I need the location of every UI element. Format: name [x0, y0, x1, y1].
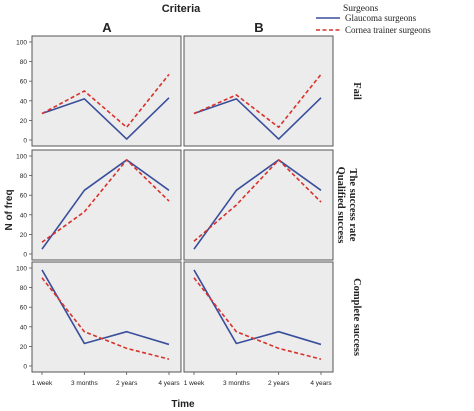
chart-title: Criteria	[162, 3, 201, 15]
y-tick-label: 20	[20, 232, 28, 239]
series-line-cornea	[41, 277, 170, 360]
column-label-a: A	[102, 20, 112, 35]
x-tick-label: 3 months	[71, 380, 98, 387]
series-line-glaucoma	[41, 269, 170, 346]
row-label: Complete success	[351, 278, 362, 356]
x-tick-label: 2 years	[268, 380, 290, 387]
x-tick-label: 4 years	[310, 380, 332, 387]
series-line-cornea	[41, 159, 170, 243]
panel-background	[183, 149, 334, 261]
series-line-cornea	[41, 73, 170, 129]
panel-background	[183, 35, 334, 147]
column-label-b: B	[254, 20, 263, 35]
row-label-line: The success rate	[347, 169, 358, 242]
x-tick-label: 3 months	[223, 380, 250, 387]
series-line-glaucoma	[41, 97, 170, 140]
y-tick-label: 80	[20, 173, 28, 180]
y-tick-label: 100	[16, 266, 27, 273]
series-line-glaucoma	[41, 159, 170, 250]
y-axis-label: N of freq	[4, 189, 15, 230]
y-tick-label: 0	[23, 364, 27, 371]
panel-background	[31, 35, 182, 147]
y-tick-label: 80	[20, 59, 28, 66]
y-tick-label: 40	[20, 212, 28, 219]
panel-fail-a: 0 20 40 60 80 100	[16, 35, 182, 147]
y-tick-label: 40	[20, 324, 28, 331]
y-tick-label: 20	[20, 118, 28, 125]
row-label-line: Qualified success	[335, 167, 346, 244]
panel-fail-b	[183, 35, 334, 147]
panel-background	[31, 149, 182, 261]
y-tick-label: 20	[20, 344, 28, 351]
panel-qualified-success-a: 0 20 40 60 80 100	[16, 149, 182, 261]
y-tick-label: 60	[20, 305, 28, 312]
x-tick-label: 1 week	[184, 380, 205, 387]
legend-label-cornea: Cornea trainer surgeons	[345, 25, 431, 35]
series-line-cornea	[193, 277, 322, 360]
panel-background	[31, 261, 182, 373]
x-tick-label: 1 week	[32, 380, 53, 387]
y-tick-label: 60	[20, 79, 28, 86]
panel-qualified-success-b	[183, 149, 334, 261]
series-line-cornea	[193, 73, 322, 129]
y-tick-label: 100	[16, 40, 27, 47]
panel-complete-success-b: 1 week 3 months 2 years 4 years	[183, 261, 334, 387]
y-tick-label: 40	[20, 98, 28, 105]
panel-background	[183, 261, 334, 373]
y-tick-label: 0	[23, 252, 27, 259]
row-label-line: Fail	[351, 82, 362, 100]
y-tick-label: 60	[20, 193, 28, 200]
x-tick-label: 2 years	[116, 380, 138, 387]
row-label-line: Complete success	[351, 278, 362, 356]
series-line-glaucoma	[193, 97, 322, 140]
y-tick-label: 0	[23, 138, 27, 145]
row-label: The success rateQualified success	[335, 167, 358, 244]
legend-label-glaucoma: Glaucoma surgeons	[345, 13, 417, 23]
legend-title: Surgeons	[343, 4, 378, 14]
series-line-glaucoma	[193, 159, 322, 250]
x-tick-label: 4 years	[158, 380, 180, 387]
panel-complete-success-a: 0 20 40 60 80 100 1 week 3 months 2 years 4 years	[16, 261, 182, 387]
panels: 0 20 40 60 80 100 0 20 40 60 80 100 0 20 40 60 80 100 1 we…	[16, 35, 334, 387]
row-labels: Fail The success rateQualified success Com…	[335, 82, 362, 356]
y-tick-label: 80	[20, 285, 28, 292]
y-tick-label: 100	[16, 154, 27, 161]
row-label: Fail	[351, 82, 362, 100]
series-line-cornea	[193, 159, 322, 242]
series-line-glaucoma	[193, 269, 322, 346]
legend: Surgeons Glaucoma surgeons Cornea traine…	[316, 4, 431, 35]
x-axis-label: Time	[171, 399, 195, 410]
